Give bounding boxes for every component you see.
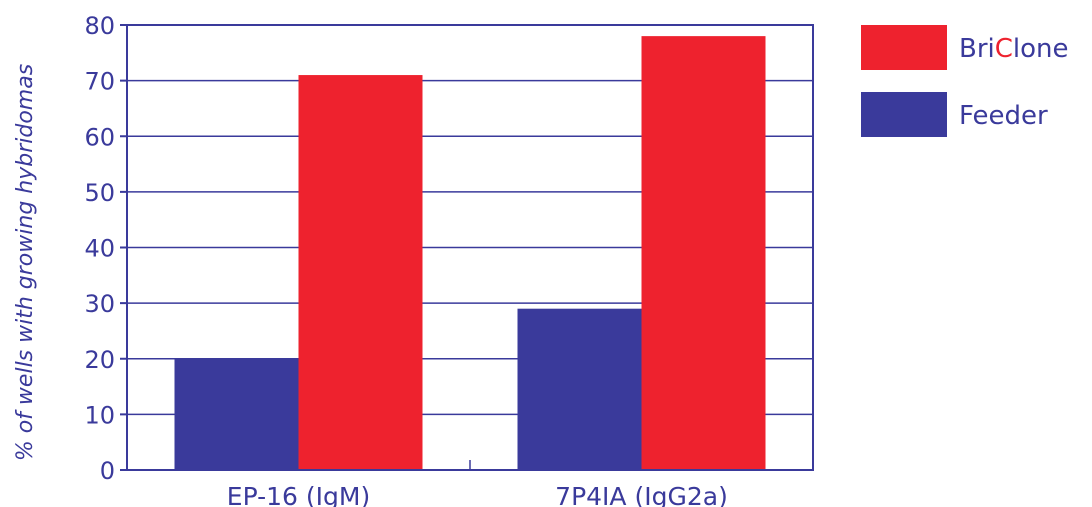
y-tick-label: 20 (84, 346, 115, 374)
x-axis-categories: EP-16 (IgM) 7P4IA (IgG2a) (227, 460, 728, 507)
x-category-label: EP-16 (IgM) (227, 482, 370, 507)
bar-briclone-0 (298, 75, 423, 470)
legend: BriClone Feeder (861, 25, 1069, 137)
bar-briclone-1 (641, 36, 766, 470)
y-tick-label: 70 (84, 68, 115, 96)
y-tick-label: 10 (84, 401, 115, 429)
legend-label-briclone: BriClone (959, 34, 1069, 64)
y-axis-ticks: 0 10 20 30 40 50 60 70 80 (84, 12, 127, 485)
y-tick-label: 30 (84, 290, 115, 318)
x-category-label: 7P4IA (IgG2a) (555, 482, 728, 507)
y-tick-label: 50 (84, 179, 115, 207)
legend-swatch-feeder (861, 92, 947, 137)
y-tick-label: 60 (84, 123, 115, 151)
legend-label-feeder: Feeder (959, 101, 1048, 131)
y-tick-label: 40 (84, 235, 115, 263)
y-tick-label: 0 (100, 457, 115, 485)
bar-feeder-1 (517, 308, 642, 470)
y-axis-label: % of wells with growing hybridomas (13, 64, 38, 461)
bar-feeder-0 (174, 358, 299, 470)
bars (174, 36, 766, 470)
legend-swatch-briclone (861, 25, 947, 70)
y-tick-label: 80 (84, 12, 115, 40)
